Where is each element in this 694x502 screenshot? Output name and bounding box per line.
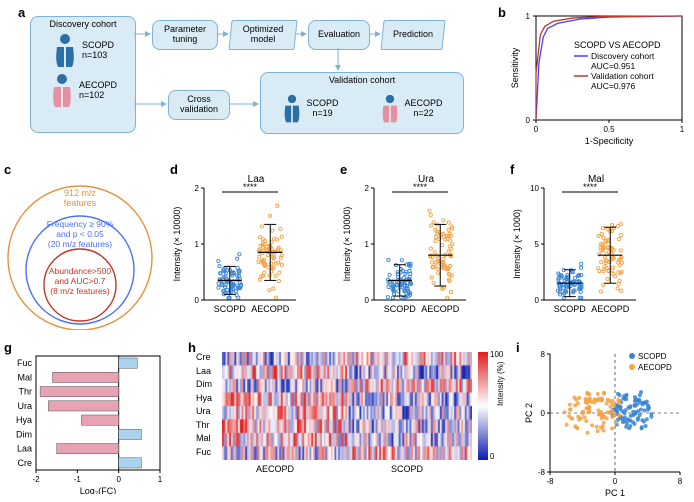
svg-text:****: **** [583,182,598,192]
svg-text:-1: -1 [74,475,82,484]
svg-text:PC 2: PC 2 [524,403,534,423]
svg-text:-8: -8 [546,477,554,486]
panel-label-h: h [188,340,196,355]
svg-text:1: 1 [365,240,370,249]
svg-text:Cre: Cre [17,458,32,468]
svg-text:1: 1 [526,12,531,21]
panel-label-a: a [18,5,25,20]
svg-text:912 m/z: 912 m/z [64,188,97,198]
svg-text:SCOPD: SCOPD [638,352,667,361]
svg-text:Abundance>500: Abundance>500 [49,266,111,276]
svg-text:and AUC>0.7: and AUC>0.7 [55,276,106,286]
svg-text:Discovery cohort: Discovery cohort [591,51,655,61]
svg-text:features: features [64,198,97,208]
lungs-icon [379,94,401,124]
dot-plot-f: 0510Intensity (× 1000)Mal****SCOPDAECOPD [508,170,642,330]
svg-text:AUC=0.951: AUC=0.951 [591,61,635,71]
svg-text:0: 0 [535,296,540,305]
svg-text:0: 0 [534,125,539,134]
svg-text:0: 0 [526,116,531,125]
svg-text:8: 8 [678,477,683,486]
svg-text:-8: -8 [538,468,546,477]
svg-text:****: **** [243,182,258,192]
svg-text:Hya: Hya [16,415,32,425]
aecopd-n: n=102 [79,91,117,101]
venn-rings: 912 m/zfeatures Frequency ≥ 90%and p < 0.… [6,170,154,330]
step-evaluation: Evaluation [308,20,370,50]
svg-text:AUC=0.976: AUC=0.976 [591,81,635,91]
svg-text:Log₂(FC): Log₂(FC) [80,486,117,494]
svg-text:0: 0 [541,409,546,418]
discovery-cohort-box: Discovery cohort SCOPD n=103 AECOPD n=10… [30,16,136,133]
svg-text:Fuc: Fuc [17,358,33,368]
svg-text:SCOPD: SCOPD [384,304,417,314]
svg-text:SCOPD: SCOPD [554,304,587,314]
step-prediction: Prediction [380,20,445,50]
roc-chart: 0 0.5 1 0 1 1-Specificity Sensitivity SCOPD VS … [504,10,688,148]
heatmap: CreLaaDimHyaUraThrMalFucAECOPDSCOPD1000I… [196,352,502,494]
svg-text:Ura: Ura [17,401,32,411]
svg-text:(20 m/z features): (20 m/z features) [48,239,112,249]
svg-text:(8 m/z features): (8 m/z features) [50,286,110,296]
svg-text:AECOPD: AECOPD [638,363,672,372]
svg-text:AECOPD: AECOPD [591,304,630,314]
svg-text:0.5: 0.5 [603,125,615,134]
svg-text:-2: -2 [32,475,40,484]
svg-text:1-Specificity: 1-Specificity [585,136,634,146]
svg-text:and p < 0.05: and p < 0.05 [56,229,104,239]
discovery-title: Discovery cohort [49,20,116,30]
svg-text:2: 2 [195,184,200,193]
svg-text:0: 0 [116,475,121,484]
svg-text:5: 5 [535,240,540,249]
scopd-n: n=103 [82,51,114,61]
svg-text:10: 10 [530,184,539,193]
svg-text:2: 2 [365,184,370,193]
svg-text:****: **** [413,182,428,192]
svg-text:Intensity (× 10000): Intensity (× 10000) [172,207,182,282]
svg-text:AECOPD: AECOPD [251,304,290,314]
svg-text:Validation cohort: Validation cohort [591,71,654,81]
svg-text:0: 0 [365,296,370,305]
svg-text:8: 8 [541,350,546,359]
step-cross-validation: Cross validation [168,90,230,120]
svg-text:1: 1 [158,475,163,484]
svg-text:Frequency ≥ 90%: Frequency ≥ 90% [47,219,114,229]
svg-text:0: 0 [613,477,618,486]
svg-text:1: 1 [680,125,685,134]
fc-bar-chart: -2 -1 0 1 Log₂(FC) Fuc Mal Thr Ura Hya Dim Laa Cre [8,352,168,494]
svg-text:Dim: Dim [16,429,32,439]
validation-cohort-box: Validation cohort SCOPDn=19 AECOPDn=22 [260,72,464,134]
svg-text:0: 0 [195,296,200,305]
svg-text:1: 1 [195,240,200,249]
svg-text:Laa: Laa [17,444,32,454]
svg-text:Intensity (× 1000): Intensity (× 1000) [512,209,522,279]
dot-plot-d: 012Intensity (× 10000)Laa****SCOPDAECOPD [168,170,302,330]
pca-scatter: -8 0 8 -8 0 8 PC 1 PC 2 SCOPD AECOPD [520,348,688,498]
step-parameter-tuning: Parameter tuning [152,20,218,50]
validation-title: Validation cohort [261,76,463,86]
lungs-icon [52,33,78,69]
lungs-icon [281,94,303,124]
dot-plot-e: 012Intensity (× 10000)Ura****SCOPDAECOPD [338,170,472,330]
svg-text:Thr: Thr [19,387,33,397]
svg-text:Mal: Mal [17,372,32,382]
svg-text:Intensity (× 10000): Intensity (× 10000) [342,207,352,282]
lungs-icon [49,73,75,109]
svg-text:SCOPD: SCOPD [214,304,247,314]
svg-text:SCOPD VS AECOPD: SCOPD VS AECOPD [574,40,661,50]
svg-text:PC 1: PC 1 [605,488,625,498]
step-optimized-model: Optimized model [228,20,297,50]
panel-a-flowchart: Discovery cohort SCOPD n=103 AECOPD n=10… [30,16,490,150]
svg-text:Sensitivity: Sensitivity [510,47,520,88]
svg-text:AECOPD: AECOPD [421,304,460,314]
